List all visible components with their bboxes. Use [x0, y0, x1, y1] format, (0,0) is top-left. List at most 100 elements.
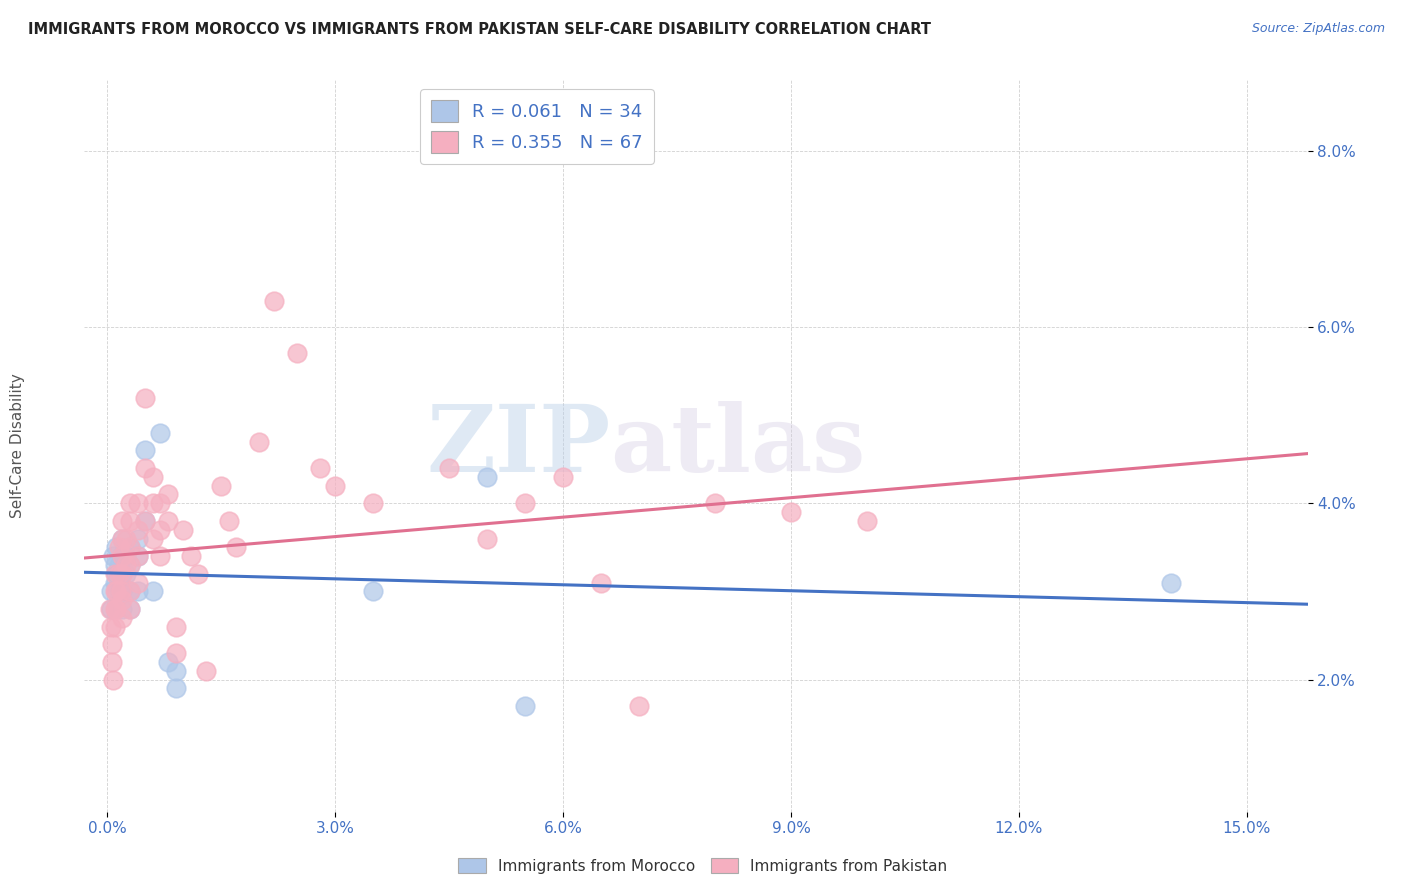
- Text: Self-Care Disability: Self-Care Disability: [10, 374, 24, 518]
- Point: [142, 470, 165, 484]
- Point: [127, 549, 149, 563]
- Point: [142, 584, 165, 599]
- Point: [118, 558, 141, 572]
- Point: [142, 532, 165, 546]
- Point: [134, 391, 156, 405]
- Point: [111, 584, 134, 599]
- Point: [285, 346, 308, 360]
- Point: [513, 496, 536, 510]
- Point: [142, 496, 165, 510]
- Point: [105, 584, 128, 599]
- Point: [156, 487, 179, 501]
- Text: IMMIGRANTS FROM MOROCCO VS IMMIGRANTS FROM PAKISTAN SELF-CARE DISABILITY CORRELA: IMMIGRANTS FROM MOROCCO VS IMMIGRANTS FR…: [28, 22, 931, 37]
- Point: [111, 549, 134, 563]
- Point: [134, 514, 156, 528]
- Point: [107, 584, 129, 599]
- Point: [100, 620, 122, 634]
- Point: [156, 655, 179, 669]
- Point: [118, 514, 141, 528]
- Point: [309, 461, 332, 475]
- Point: [149, 496, 172, 510]
- Point: [115, 532, 138, 546]
- Point: [475, 470, 498, 484]
- Point: [104, 620, 127, 634]
- Point: [118, 602, 141, 616]
- Point: [105, 541, 128, 555]
- Point: [149, 523, 172, 537]
- Legend: Immigrants from Morocco, Immigrants from Pakistan: Immigrants from Morocco, Immigrants from…: [453, 852, 953, 880]
- Point: [100, 584, 122, 599]
- Point: [118, 602, 141, 616]
- Point: [247, 434, 270, 449]
- Point: [134, 461, 156, 475]
- Point: [111, 566, 134, 581]
- Point: [551, 470, 574, 484]
- Point: [627, 698, 650, 713]
- Point: [100, 602, 122, 616]
- Point: [118, 496, 141, 510]
- Point: [104, 566, 127, 581]
- Point: [127, 523, 149, 537]
- Point: [104, 602, 127, 616]
- Legend: R = 0.061   N = 34, R = 0.355   N = 67: R = 0.061 N = 34, R = 0.355 N = 67: [420, 89, 654, 164]
- Point: [475, 532, 498, 546]
- Point: [437, 461, 460, 475]
- Point: [111, 514, 134, 528]
- Point: [156, 514, 179, 528]
- Point: [361, 584, 384, 599]
- Point: [110, 584, 132, 599]
- Point: [127, 532, 149, 546]
- Point: [172, 523, 194, 537]
- Point: [263, 293, 285, 308]
- Point: [115, 558, 138, 572]
- Point: [1160, 575, 1182, 590]
- Point: [118, 541, 141, 555]
- Point: [127, 496, 149, 510]
- Point: [361, 496, 384, 510]
- Point: [103, 673, 125, 687]
- Point: [107, 558, 129, 572]
- Point: [187, 566, 209, 581]
- Point: [218, 514, 240, 528]
- Point: [127, 549, 149, 563]
- Point: [111, 532, 134, 546]
- Point: [165, 664, 187, 678]
- Point: [107, 541, 129, 555]
- Point: [98, 602, 121, 616]
- Point: [149, 425, 172, 440]
- Point: [111, 566, 134, 581]
- Point: [209, 478, 232, 492]
- Point: [115, 549, 138, 563]
- Point: [323, 478, 346, 492]
- Point: [105, 602, 128, 616]
- Point: [165, 620, 187, 634]
- Point: [704, 496, 727, 510]
- Point: [118, 558, 141, 572]
- Point: [115, 566, 138, 581]
- Point: [111, 549, 134, 563]
- Point: [107, 566, 129, 581]
- Point: [165, 646, 187, 660]
- Point: [225, 541, 247, 555]
- Point: [118, 584, 141, 599]
- Point: [194, 664, 217, 678]
- Point: [165, 681, 187, 696]
- Point: [105, 566, 128, 581]
- Point: [180, 549, 202, 563]
- Point: [513, 698, 536, 713]
- Point: [589, 575, 612, 590]
- Point: [111, 532, 134, 546]
- Point: [780, 505, 803, 519]
- Point: [118, 541, 141, 555]
- Text: ZIP: ZIP: [426, 401, 610, 491]
- Text: atlas: atlas: [610, 401, 866, 491]
- Text: Source: ZipAtlas.com: Source: ZipAtlas.com: [1251, 22, 1385, 36]
- Point: [104, 558, 127, 572]
- Point: [134, 514, 156, 528]
- Point: [111, 593, 134, 607]
- Point: [127, 575, 149, 590]
- Point: [149, 549, 172, 563]
- Point: [101, 655, 124, 669]
- Point: [103, 549, 125, 563]
- Point: [856, 514, 879, 528]
